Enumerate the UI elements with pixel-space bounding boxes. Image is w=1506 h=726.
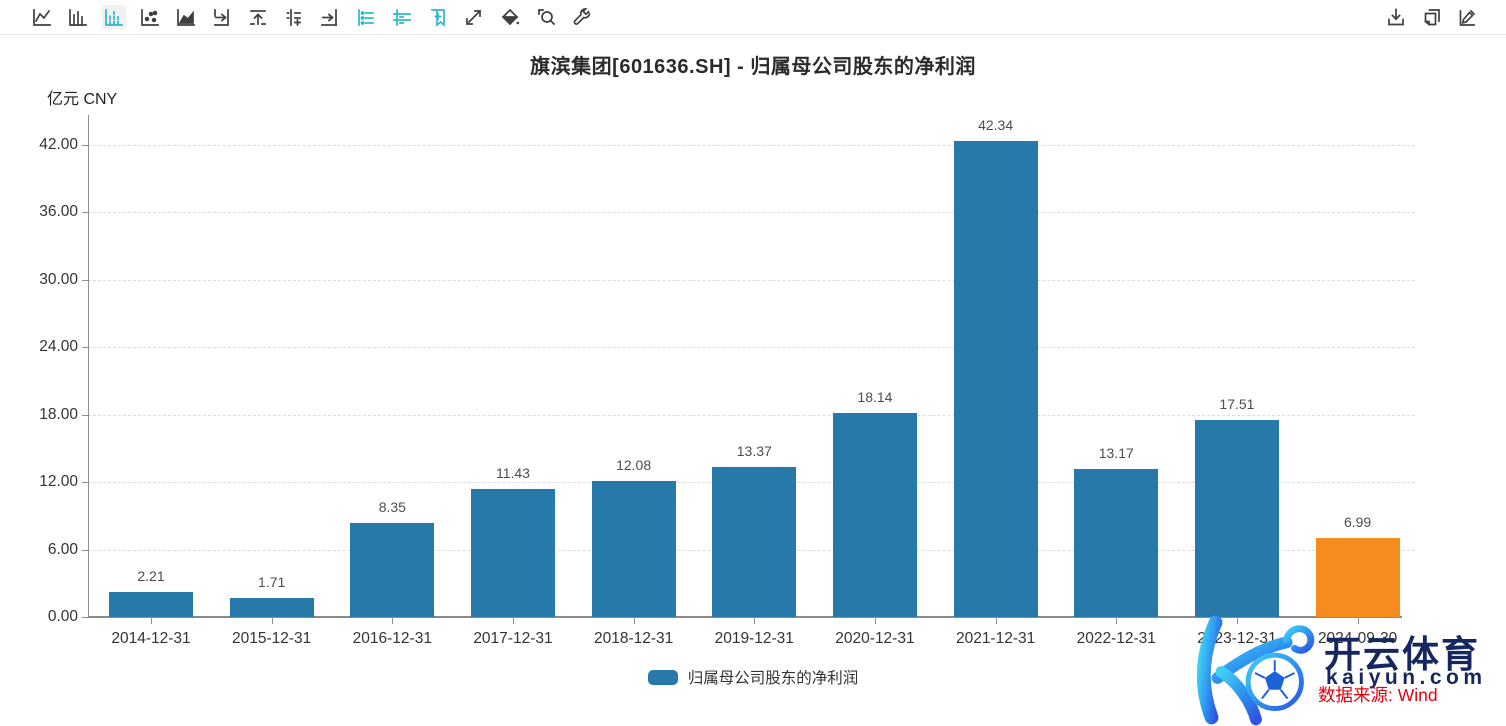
y-axis-tick [82,212,88,214]
x-axis-tick-label: 2015-12-31 [232,630,312,647]
x-axis-tick [874,618,876,624]
bar[interactable] [470,488,555,617]
y-axis-tick [82,549,88,551]
bar-value-label: 17.51 [1219,396,1255,413]
bar-value-label: 11.43 [495,464,530,481]
toolbar-left-group [0,5,594,29]
list-rows-icon[interactable] [390,5,414,29]
x-axis-tick-label: 2018-12-31 [593,630,674,647]
column-dashed-chart-icon[interactable] [102,5,126,29]
bar-value-label: 1.71 [258,573,286,590]
x-axis-tick-label: 2022-12-31 [1076,630,1156,647]
threshold-icon[interactable] [282,5,306,29]
y-axis-tick-label: 12.00 [39,473,78,491]
bar[interactable] [1315,538,1400,617]
bar-value-label: 13.17 [1098,444,1134,461]
bar[interactable] [229,597,314,617]
gridline [88,347,1415,349]
x-axis-tick-label: 2021-12-31 [955,630,1036,647]
y-axis-tick-label: 6.00 [47,540,78,558]
y-axis-tick-label: 42.00 [39,135,78,153]
bar[interactable] [953,141,1038,617]
legend-swatch[interactable] [647,669,678,685]
y-axis-tick [82,482,88,484]
bar-value-label: 8.35 [378,499,406,516]
x-axis-tick [271,618,273,624]
y-axis-tick-label: 36.00 [39,203,78,221]
y-axis-unit-label: 亿元 CNY [47,91,118,108]
x-axis-tick-label: 2019-12-31 [714,630,794,647]
x-axis-tick-label: 2017-12-31 [473,630,553,647]
bar-value-label: 42.34 [978,117,1014,134]
y-axis-tick [82,279,88,281]
y-axis-tick [82,144,88,146]
x-axis-tick [392,618,394,624]
y-axis-tick [82,347,88,349]
zoom-search-icon[interactable] [534,5,558,29]
x-axis-line [88,616,1402,618]
bar-value-label: 2.21 [137,568,165,585]
bar-value-label: 6.99 [1343,514,1372,531]
copy-icon[interactable] [1420,5,1444,29]
y-axis-tick-label: 0.00 [47,608,78,625]
x-axis-tick-label: 2024-09-30 [1317,630,1398,647]
x-axis-tick-label: 2014-12-31 [111,630,191,647]
gridline [88,144,1415,146]
y-axis-tick-label: 18.00 [39,405,78,423]
gridline [88,414,1415,416]
x-axis-tick [1236,618,1238,624]
y-axis-line [88,115,89,617]
bar-value-label: 12.08 [616,457,652,474]
bar[interactable] [832,413,917,617]
export-top-icon[interactable] [246,5,270,29]
bar[interactable] [350,523,435,617]
x-axis-tick [995,618,997,624]
gridline [88,279,1415,281]
toolbar-right-group [1384,5,1506,29]
x-axis-tick-label: 2016-12-31 [352,630,432,647]
align-right-icon[interactable] [318,5,342,29]
x-axis-tick [633,618,635,624]
legend: 归属母公司股东的净利润 [0,666,1506,688]
bar-value-label: 18.14 [857,389,893,406]
bar[interactable] [591,481,676,617]
legend-label[interactable]: 归属母公司股东的净利润 [687,670,859,687]
x-axis-tick [151,618,152,624]
x-axis-tick-label: 2023-12-31 [1197,630,1277,647]
fill-color-icon[interactable] [498,5,522,29]
bar[interactable] [109,592,193,617]
x-axis-tick [512,618,514,624]
shift-right-icon[interactable] [210,5,234,29]
y-axis-tick [82,414,88,416]
area-chart-icon[interactable] [174,5,198,29]
line-chart-icon[interactable] [30,5,54,29]
y-axis-tick [82,617,88,618]
scatter-chart-icon[interactable] [138,5,162,29]
bar[interactable] [1074,468,1159,617]
settings-wrench-icon[interactable] [570,5,594,29]
x-axis-tick [754,618,756,624]
x-axis-tick [1357,618,1359,624]
download-icon[interactable] [1384,5,1408,29]
chart-toolbar [0,0,1506,35]
x-axis-tick [1116,618,1118,624]
edit-icon[interactable] [1456,5,1480,29]
y-axis-tick-label: 30.00 [39,270,78,288]
y-axis-tick-label: 24.00 [39,338,78,356]
chart-title: 旗滨集团[601636.SH] - 归属母公司股东的净利润 [530,56,976,78]
bar-value-label: 13.37 [736,442,772,459]
gridline [88,212,1415,214]
x-axis-tick-label: 2020-12-31 [835,630,915,647]
bar[interactable] [1194,420,1279,617]
bar[interactable] [712,466,797,617]
list-detail-icon[interactable] [354,5,378,29]
column-chart-icon[interactable] [66,5,90,29]
trend-arrow-icon[interactable] [462,5,486,29]
bookmark-add-icon[interactable] [426,5,450,29]
